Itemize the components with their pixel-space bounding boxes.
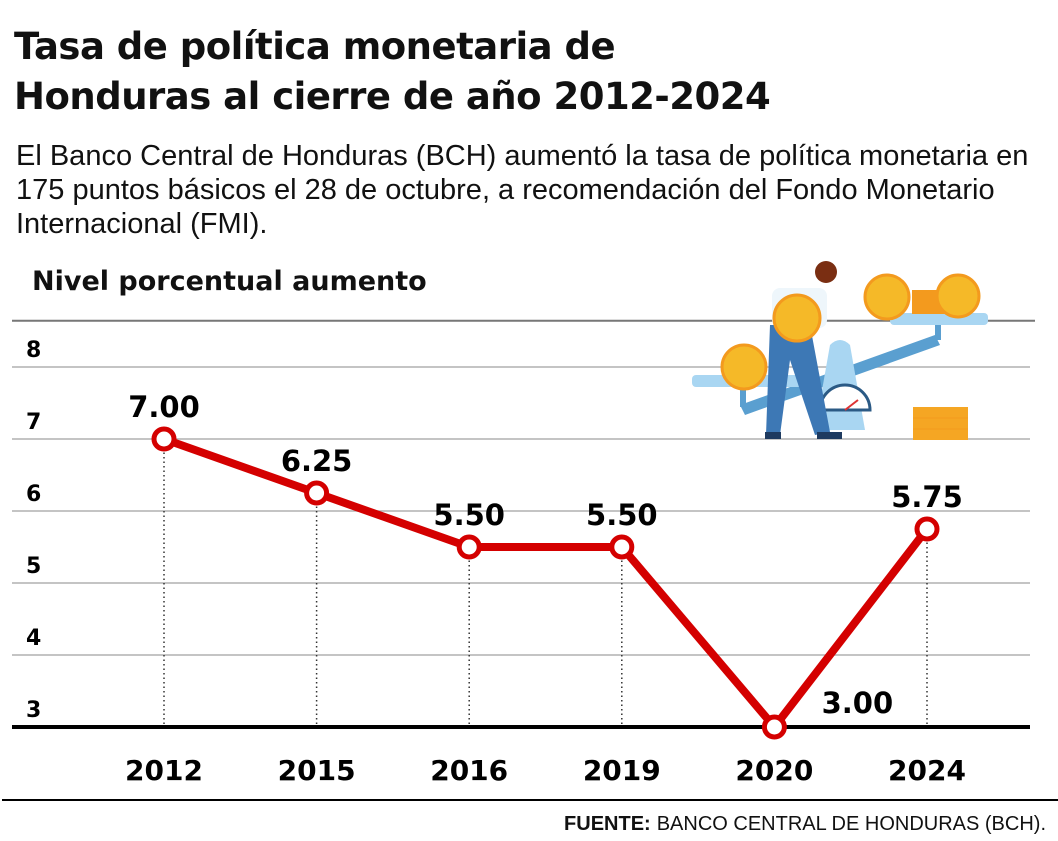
y-tick-label: 7 xyxy=(26,410,41,435)
data-label: 3.00 xyxy=(822,686,894,720)
data-label: 6.25 xyxy=(281,444,353,478)
x-tick-label: 2016 xyxy=(430,754,508,787)
data-point xyxy=(151,426,177,452)
y-tick-label: 3 xyxy=(26,698,41,723)
title-line-1: Tasa de política monetaria de xyxy=(14,25,616,68)
data-label: 7.00 xyxy=(128,390,200,424)
source-note: FUENTE: BANCO CENTRAL DE HONDURAS (BCH). xyxy=(564,813,1046,836)
data-label: 5.50 xyxy=(586,498,658,532)
data-point xyxy=(304,480,330,506)
data-point xyxy=(761,714,787,740)
title-line-2: Honduras al cierre de año 2012-2024 xyxy=(14,75,771,118)
illustration-scale-coins xyxy=(692,261,988,440)
source-text: BANCO CENTRAL DE HONDURAS (BCH). xyxy=(656,813,1046,835)
data-point xyxy=(914,516,940,542)
y-tick-label: 4 xyxy=(26,626,41,651)
x-tick-label: 2020 xyxy=(735,754,813,787)
data-label: 5.75 xyxy=(891,480,963,514)
source-label: FUENTE: xyxy=(564,813,651,835)
x-tick-label: 2024 xyxy=(888,754,966,787)
data-point xyxy=(456,534,482,560)
data-point xyxy=(609,534,635,560)
chart-title: Tasa de política monetaria de Honduras al… xyxy=(14,22,771,122)
y-tick-label: 8 xyxy=(26,338,41,363)
x-tick-label: 2015 xyxy=(278,754,356,787)
chart-subtitle: El Banco Central de Honduras (BCH) aumen… xyxy=(16,140,1029,240)
series-line xyxy=(162,435,931,731)
data-label: 5.50 xyxy=(433,498,505,532)
x-tick-label: 2019 xyxy=(583,754,661,787)
x-tick-label: 2012 xyxy=(125,754,203,787)
y-axis-title: Nivel porcentual aumento xyxy=(32,266,427,297)
y-tick-label: 5 xyxy=(26,554,41,579)
y-tick-label: 6 xyxy=(26,482,41,507)
